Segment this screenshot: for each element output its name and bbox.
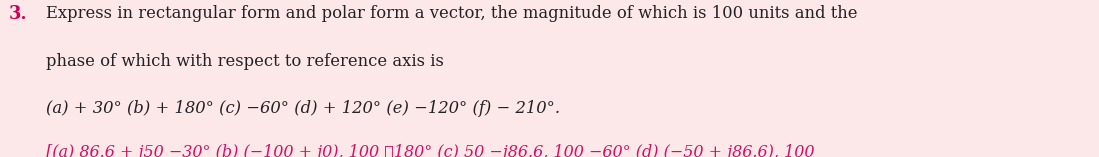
Text: [(a) 86.6 + j50 −30° (b) (−100 + j0), 100 ∡180° (c) 50 −j86.6, 100 −60° (d) (−50: [(a) 86.6 + j50 −30° (b) (−100 + j0), 10… <box>46 144 814 157</box>
Text: (a) + 30° (b) + 180° (c) −60° (d) + 120° (e) −120° (f) − 210°.: (a) + 30° (b) + 180° (c) −60° (d) + 120°… <box>46 100 560 117</box>
Text: Express in rectangular form and polar form a vector, the magnitude of which is 1: Express in rectangular form and polar fo… <box>46 5 857 22</box>
Text: phase of which with respect to reference axis is: phase of which with respect to reference… <box>46 53 444 70</box>
Text: 3.: 3. <box>9 5 27 23</box>
